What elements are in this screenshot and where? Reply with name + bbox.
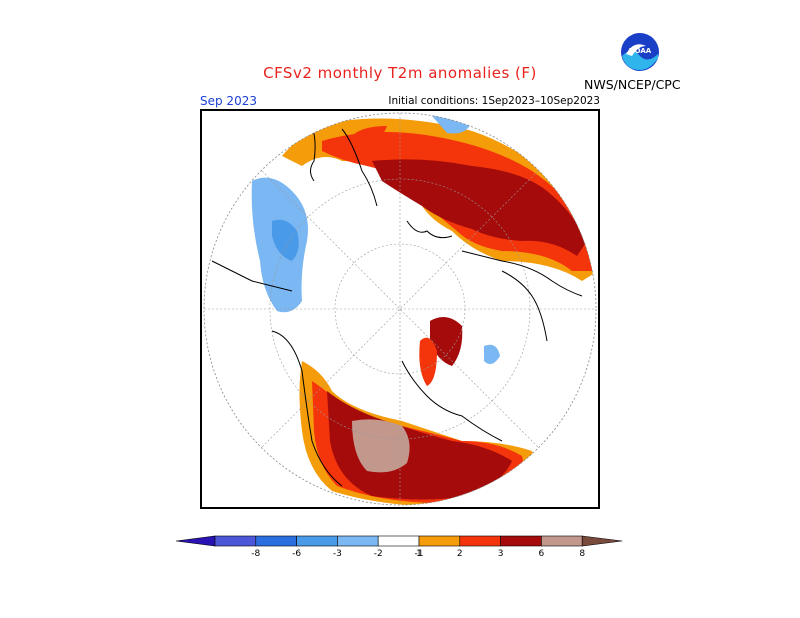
map-panel <box>200 109 600 509</box>
colorbar-tick-label: -6 <box>292 549 301 559</box>
colorbar-segment <box>500 535 542 547</box>
anomaly-region-warm3 <box>372 159 587 256</box>
colorbar-segment <box>459 535 501 547</box>
colorbar-arrow-high <box>581 535 623 547</box>
anomaly-region-warm7 <box>352 419 410 473</box>
colorbar-tick-label: -8 <box>251 549 260 559</box>
colorbar-tick-label: 8 <box>579 549 585 559</box>
initial-conditions: Initial conditions: 1Sep2023–10Sep2023 <box>388 95 600 107</box>
colorbar-segment <box>296 535 338 547</box>
map-title: CFSv2 monthly T2m anomalies (F) <box>263 64 537 82</box>
colorbar-tick-label: -2 <box>374 549 383 559</box>
colorbar-segment <box>418 535 461 547</box>
anomaly-region-warm6 <box>327 391 512 500</box>
colorbar-segment <box>377 535 420 547</box>
colorbar-segment <box>337 535 379 547</box>
colorbar-segment <box>541 535 583 547</box>
colorbar-tick-label: 6 <box>539 549 545 559</box>
colorbar-tick-label: 2 <box>457 549 463 559</box>
colorbar-tick-label: 3 <box>498 549 504 559</box>
organization-label: NWS/NCEP/CPC <box>584 77 681 92</box>
colorbar-tick-label: -1 <box>415 549 424 559</box>
colorbar-segment <box>214 535 257 547</box>
colorbar-tick-label: 1 <box>416 549 422 559</box>
colorbar: -8 -6 -3 -2 -11 2 3 6 8 <box>175 535 623 559</box>
noaa-logo: NOAA <box>621 33 659 71</box>
polar-map <box>203 112 597 506</box>
colorbar-segment <box>255 535 297 547</box>
logo-text: NOAA <box>629 47 652 55</box>
colorbar-tick-label: -3 <box>333 549 342 559</box>
target-month: Sep 2023 <box>200 94 257 108</box>
colorbar-arrow-low <box>175 535 216 547</box>
